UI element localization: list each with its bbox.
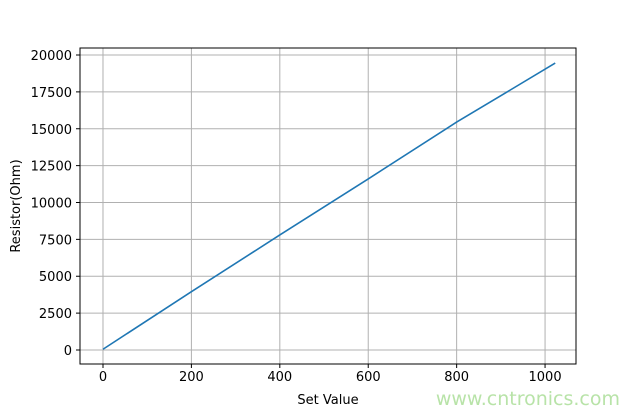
y-tick-label: 20000: [31, 49, 72, 64]
y-tick-label: 12500: [31, 160, 72, 175]
y-axis-label: Resistor(Ohm): [9, 159, 24, 252]
x-tick-label: 400: [267, 370, 292, 385]
y-tick-label: 7500: [39, 233, 72, 248]
x-tick-label: 200: [179, 370, 204, 385]
grid: [80, 48, 576, 364]
x-tick-label: 800: [444, 370, 469, 385]
y-tick-label: 5000: [39, 270, 72, 285]
x-tick-label: 1000: [529, 370, 562, 385]
series-line: [102, 62, 556, 350]
x-tick-label: 600: [356, 370, 381, 385]
y-tick-label: 15000: [31, 123, 72, 138]
x-axis-label: Set Value: [297, 393, 358, 408]
plot-frame: [79, 47, 577, 365]
watermark: www.cntronics.com: [435, 388, 620, 410]
series-layer: [102, 62, 556, 350]
ticks: 0 200 400 600 800 100002500500075001000012500…: [31, 49, 562, 385]
y-tick-label: 10000: [31, 196, 72, 211]
y-tick-label: 17500: [31, 86, 72, 101]
y-tick-label: 0: [64, 344, 72, 359]
x-tick-label: 0: [99, 370, 107, 385]
y-tick-label: 2500: [39, 307, 72, 322]
